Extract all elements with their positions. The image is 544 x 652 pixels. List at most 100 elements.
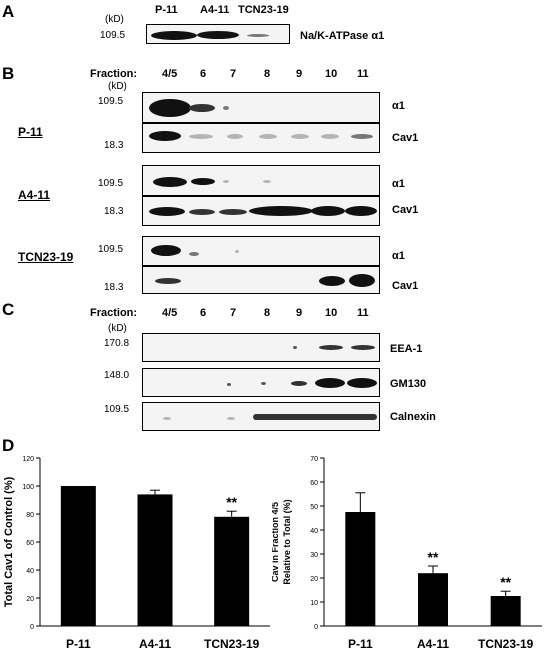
bar [418, 573, 448, 626]
y-tick-label: 10 [310, 600, 318, 607]
mw-label: 18.3 [104, 282, 124, 293]
significance-marker: ** [500, 574, 511, 590]
blot-tcn2319-alpha1 [142, 236, 380, 266]
panel-b-fraction: 11 [357, 68, 369, 80]
band [219, 209, 247, 215]
band [191, 178, 215, 185]
x-tick-label: A4-11 [417, 637, 449, 651]
band [259, 134, 277, 139]
mw-label: 109.5 [104, 404, 130, 415]
y-axis-label: Relative to Total (%) [282, 499, 292, 584]
panel-c-fraction-label: Fraction: [90, 307, 138, 319]
blot-gm130 [142, 368, 380, 397]
band [149, 131, 181, 141]
band [249, 206, 313, 216]
panel-label-c: C [2, 300, 15, 319]
panel-label-a: A [2, 2, 15, 21]
y-axis-label: Cav in Fraction 4/5 [272, 502, 280, 582]
band [197, 31, 239, 39]
bar [490, 596, 521, 626]
cell-line-a411: A4-11 [18, 188, 51, 202]
blot-tcn2319-cav1 [142, 266, 380, 294]
band [345, 206, 377, 216]
band [315, 378, 345, 388]
panel-c-fraction: 4/5 [162, 307, 178, 319]
panel-c-fraction: 9 [296, 307, 303, 319]
blot-p11-alpha1 [142, 92, 380, 123]
panel-c-fraction: 7 [230, 307, 237, 319]
significance-marker: ** [428, 549, 439, 565]
band [291, 381, 307, 386]
panel-c-fraction: 10 [325, 307, 338, 319]
mw-label: 18.3 [104, 206, 124, 217]
mw-label: 109.5 [98, 96, 124, 107]
band [351, 345, 375, 350]
protein-label: α1 [392, 178, 405, 190]
band [311, 206, 345, 216]
band [293, 346, 297, 349]
protein-label: EEA-1 [390, 343, 423, 355]
cell-line-p11: P-11 [18, 125, 43, 139]
chart-cav-fraction: 0 10 20 30 40 50 60 70 P-11 ** A4-11 ** TCN23-19 Cav … [272, 456, 542, 651]
panel-c-unit: (kD) [108, 323, 127, 334]
protein-label: Cav1 [392, 204, 419, 216]
panel-c-fraction: 6 [200, 307, 207, 319]
band [261, 382, 266, 385]
x-tick-label: A4-11 [139, 637, 171, 651]
y-tick-label: 40 [26, 568, 34, 575]
protein-label: Cav1 [392, 132, 419, 144]
cell-line-tcn2319: TCN23-19 [18, 250, 74, 264]
y-tick-label: 80 [26, 512, 34, 519]
band [319, 345, 343, 350]
y-tick-label: 50 [310, 504, 318, 511]
x-tick-label: TCN23-19 [204, 637, 260, 651]
band [351, 134, 373, 139]
bar [137, 494, 173, 626]
panel-b-fraction: 8 [264, 68, 271, 80]
bar [345, 512, 376, 626]
panel-b-unit: (kD) [108, 81, 127, 92]
mw-label: 109.5 [98, 244, 124, 255]
panel-a-blot [146, 24, 290, 44]
band [155, 278, 181, 284]
x-tick-label: TCN23-19 [478, 637, 534, 651]
panel-b-fraction: 6 [200, 68, 207, 80]
band [227, 417, 235, 420]
y-tick-label: 30 [310, 552, 318, 559]
band [291, 134, 309, 139]
panel-a-lane-a411: A4-11 [200, 4, 230, 16]
y-tick-label: 100 [22, 484, 34, 491]
panel-b-fraction: 7 [230, 68, 237, 80]
band [223, 106, 229, 110]
protein-label: Cav1 [392, 280, 419, 292]
panel-c-fraction: 8 [264, 307, 271, 319]
panel-a-lane-p11: P-11 [155, 4, 178, 16]
mw-label: 109.5 [98, 178, 124, 189]
protein-label: Calnexin [390, 411, 436, 423]
band [321, 134, 339, 139]
band [151, 31, 197, 40]
panel-a-unit: (kD) [105, 14, 124, 25]
y-tick-label: 0 [314, 624, 318, 631]
y-tick-label: 0 [30, 624, 34, 631]
y-tick-label: 120 [22, 456, 34, 463]
band [347, 378, 377, 388]
band [149, 207, 185, 216]
y-tick-label: 70 [310, 456, 318, 463]
y-tick-label: 40 [310, 528, 318, 535]
blot-calnexin [142, 402, 380, 431]
panel-a-mw: 109.5 [100, 30, 126, 41]
panel-b-fraction: 4/5 [162, 68, 178, 80]
mw-label: 148.0 [104, 370, 130, 381]
panel-b-fraction-label: Fraction: [90, 68, 138, 80]
band [149, 99, 191, 117]
band [263, 180, 271, 183]
band [189, 104, 215, 112]
x-tick-label: P-11 [348, 637, 373, 651]
band [227, 383, 231, 386]
significance-marker: ** [226, 494, 237, 510]
blot-p11-cav1 [142, 123, 380, 153]
y-tick-label: 20 [310, 576, 318, 583]
band [223, 180, 229, 183]
y-tick-label: 60 [310, 480, 318, 487]
